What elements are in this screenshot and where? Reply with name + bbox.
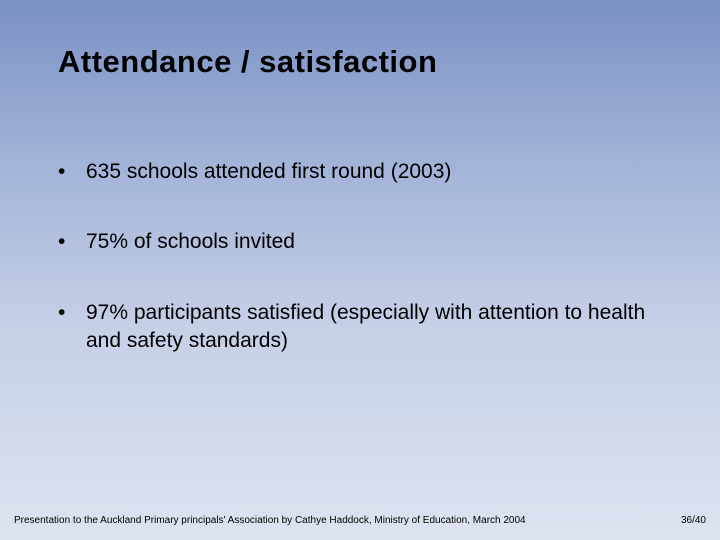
slide: Attendance / satisfaction • 635 schools … <box>0 0 720 540</box>
bullet-text: 75% of schools invited <box>86 228 662 256</box>
bullet-mark-icon: • <box>58 158 86 186</box>
bullet-mark-icon: • <box>58 299 86 327</box>
page-number: 36/40 <box>681 515 706 526</box>
bullet-item: • 97% participants satisfied (especially… <box>58 299 662 356</box>
footer-left-text: Presentation to the Auckland Primary pri… <box>14 515 526 526</box>
bullet-text: 635 schools attended first round (2003) <box>86 158 662 186</box>
slide-footer: Presentation to the Auckland Primary pri… <box>14 515 706 526</box>
bullet-mark-icon: • <box>58 228 86 256</box>
bullet-text: 97% participants satisfied (especially w… <box>86 299 662 356</box>
bullet-item: • 75% of schools invited <box>58 228 662 256</box>
slide-title: Attendance / satisfaction <box>58 44 437 80</box>
slide-body: • 635 schools attended first round (2003… <box>58 158 662 397</box>
bullet-item: • 635 schools attended first round (2003… <box>58 158 662 186</box>
